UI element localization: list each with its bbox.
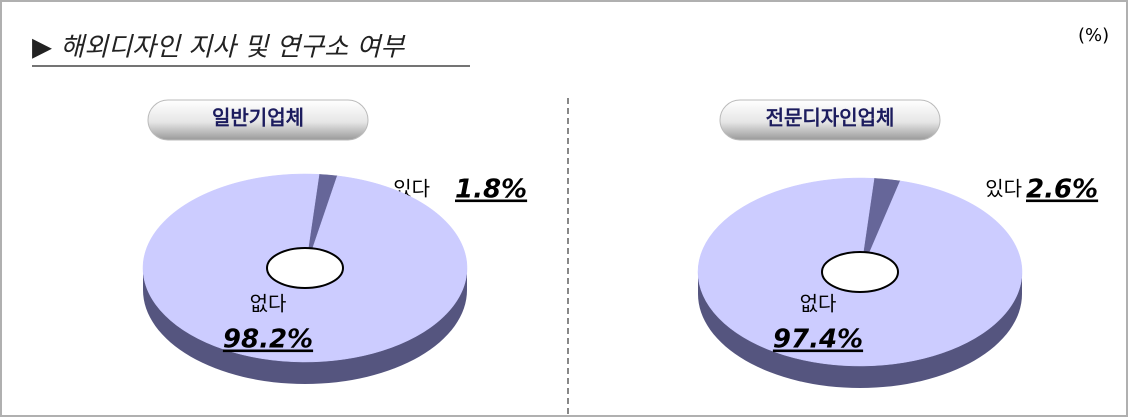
chart-title: 전문디자인업체 <box>766 106 895 130</box>
slice-value-label: 2.6% <box>1026 175 1098 205</box>
header-pill <box>719 99 941 141</box>
slice-category: 없다 <box>250 292 287 316</box>
pie-hole <box>266 247 344 289</box>
header-pill <box>147 99 369 141</box>
slice-value-label: 97.4% <box>773 325 863 355</box>
chart-title: 일반기업체 <box>212 106 304 130</box>
slice-category: 없다 <box>800 292 837 316</box>
pie-hole <box>821 251 899 293</box>
slice-value-label: 98.2% <box>223 325 313 355</box>
unit: (%) <box>1078 25 1109 46</box>
slice-value-label: 1.8% <box>455 175 527 205</box>
page-title: ▶ 해외디자인 지사 및 연구소 여부 <box>32 33 406 63</box>
slice-category: 있다 <box>985 177 1022 201</box>
